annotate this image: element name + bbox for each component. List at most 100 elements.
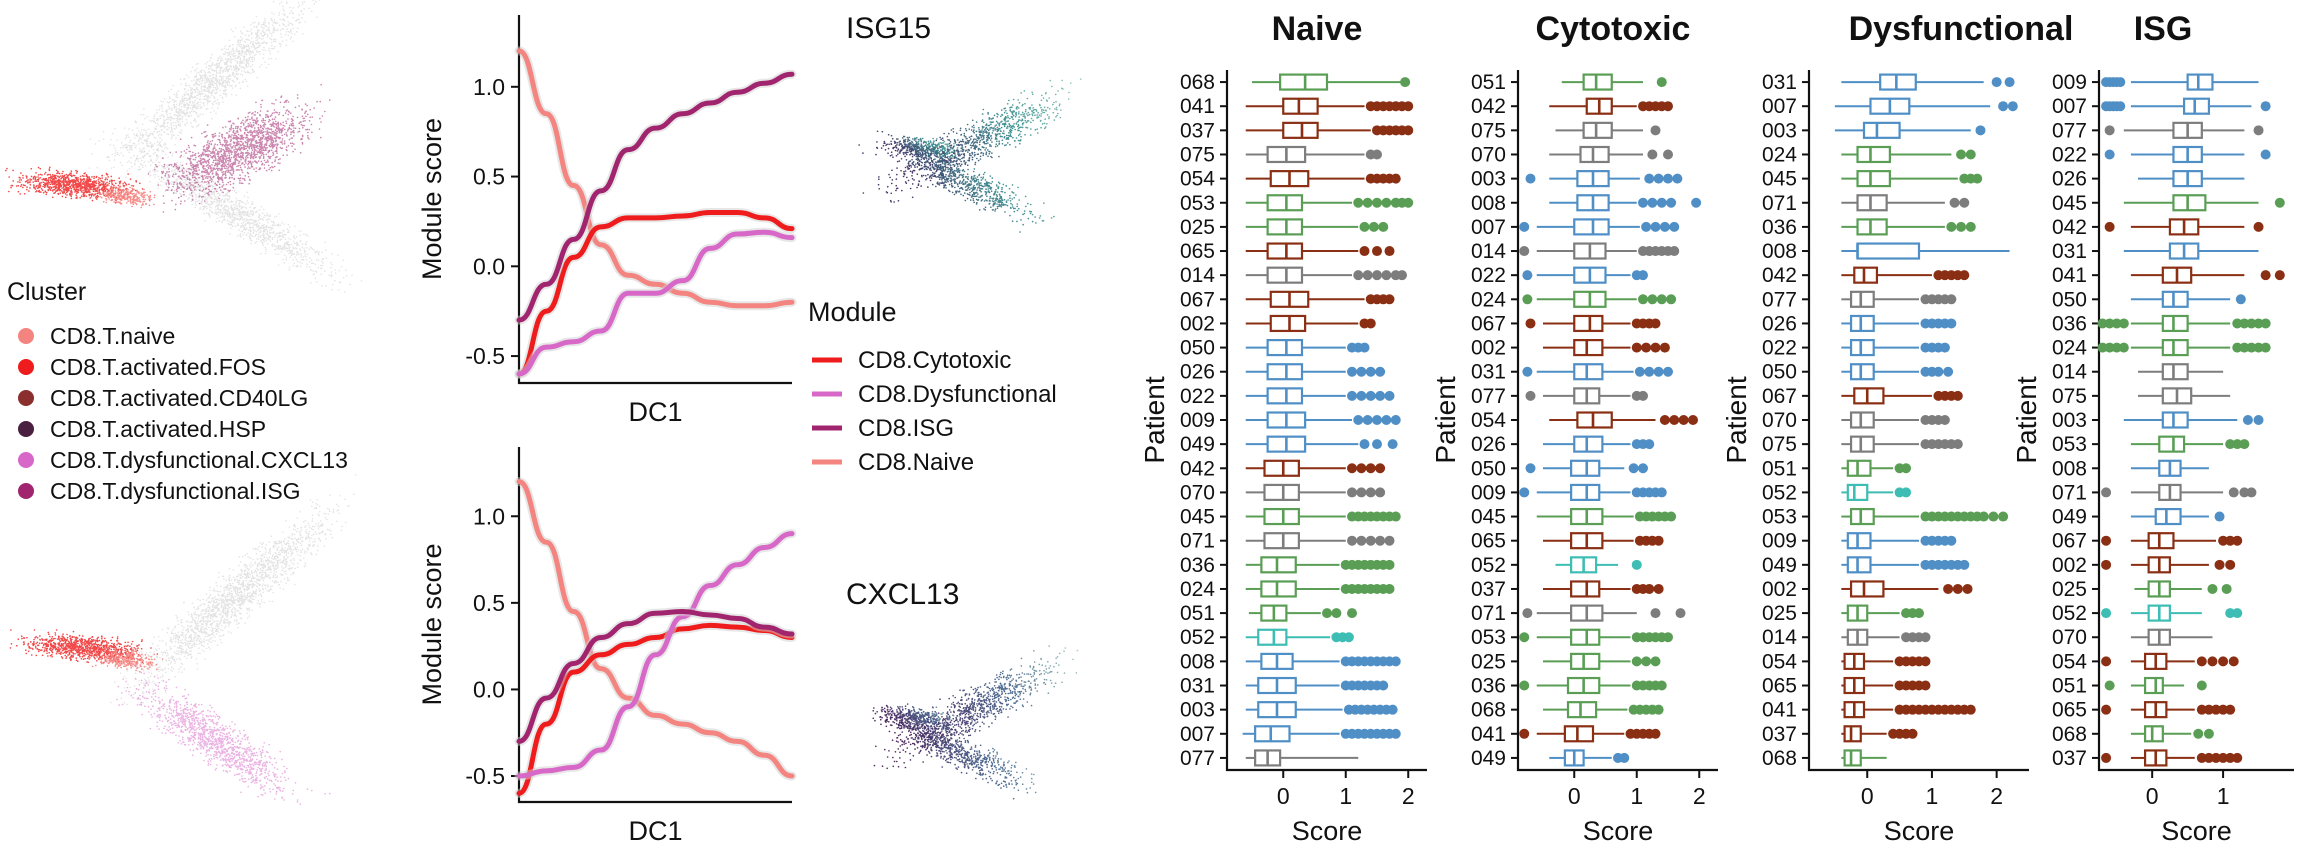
patient-label: 037 <box>1471 578 1506 601</box>
isg15-cells-lower-dots <box>858 130 1055 233</box>
outlier-point <box>1356 390 1367 401</box>
outlier-point <box>2239 342 2250 353</box>
outlier-point <box>2239 487 2250 498</box>
naive-cluster-cells <box>88 647 164 673</box>
box-iqr <box>1573 339 1604 357</box>
cluster-legend-label: CD8.T.naive <box>50 323 175 349</box>
outlier-point <box>1663 632 1673 643</box>
box-row-003: 003 <box>1471 168 1683 191</box>
patient-label: 009 <box>1180 409 1215 432</box>
outlier-point <box>1988 511 1999 522</box>
x-axis-label: DC1 <box>628 816 682 846</box>
patient-label: 054 <box>1471 409 1506 432</box>
patient-label: 037 <box>1180 119 1215 142</box>
box-row-026: 026 <box>1762 312 1957 335</box>
outlier-point <box>1656 77 1667 88</box>
module-legend-title: Module <box>808 297 897 327</box>
outlier-point <box>1901 463 1912 474</box>
outlier-point <box>1384 535 1395 546</box>
outlier-point <box>1365 318 1376 329</box>
outlier-point <box>1653 366 1664 377</box>
box-row-008: 008 <box>1180 650 1401 673</box>
outlier-point <box>1644 439 1655 450</box>
box-iqr <box>1573 218 1610 236</box>
box-iqr <box>2154 507 2182 526</box>
outlier-point <box>1949 197 1960 208</box>
box-row-036: 036 <box>1180 554 1395 577</box>
patient-label: 075 <box>1762 433 1797 456</box>
patient-label: 007 <box>1180 723 1215 746</box>
panel-title: Cytotoxic <box>1536 10 1691 48</box>
patient-label: 042 <box>1762 264 1797 287</box>
series-line-2 <box>516 229 795 377</box>
box-iqr <box>1257 628 1288 646</box>
box-row-053: 053 <box>2052 433 2250 456</box>
outlier-point <box>1669 415 1680 425</box>
isg15-cells-lower <box>858 130 1055 233</box>
outlier-point <box>1641 221 1652 232</box>
box-iqr <box>1570 580 1601 598</box>
box-row-036: 036 <box>1762 216 1976 239</box>
box-row-065: 065 <box>1471 530 1664 553</box>
box-row-070: 070 <box>1762 409 1950 432</box>
outlier-point <box>1638 463 1648 474</box>
outlier-point <box>1965 149 1976 160</box>
outlier-point <box>2196 680 2207 691</box>
patient-label: 041 <box>1762 699 1797 722</box>
patient-label: 025 <box>1762 602 1797 625</box>
outlier-point <box>1390 511 1401 522</box>
module-legend-label: CD8.Naive <box>858 449 974 476</box>
box-row-070: 070 <box>1471 143 1673 166</box>
box-iqr <box>1260 556 1297 574</box>
patient-label: 049 <box>2052 506 2087 529</box>
outlier-point <box>2228 487 2239 498</box>
outlier-point <box>1647 294 1658 305</box>
module-score-chart-bottom: -0.5 0.0 0.5 1.0 DC1 Module score <box>417 447 797 846</box>
cxcl13-cells-lower <box>872 704 1037 800</box>
patient-label: 067 <box>1180 288 1215 311</box>
box-iqr <box>1849 580 1885 598</box>
box-row-077: 077 <box>1471 385 1648 408</box>
outlier-point <box>1397 270 1407 281</box>
axis-lines <box>517 447 792 804</box>
box-row-052: 052 <box>1471 554 1642 577</box>
patient-label: 068 <box>2052 723 2087 746</box>
outlier-point <box>2225 559 2236 570</box>
cluster-legend-swatch <box>18 390 34 406</box>
outlier-point <box>2104 318 2115 329</box>
outlier-point <box>1362 415 1373 425</box>
y-axis-label: Patient <box>1139 376 1170 463</box>
box-row-037: 037 <box>2052 747 2243 770</box>
outlier-point <box>1525 173 1536 184</box>
patient-label: 045 <box>1762 168 1797 191</box>
box-iqr <box>1279 73 1329 91</box>
patient-label: 075 <box>1471 119 1506 142</box>
box-iqr <box>1849 290 1875 308</box>
box-row-031: 031 <box>1180 675 1389 698</box>
box-row-041: 041 <box>2052 264 2285 287</box>
outlier-point <box>1650 728 1661 739</box>
box-row-068: 068 <box>1471 699 1664 722</box>
patient-label: 052 <box>1762 481 1797 504</box>
outlier-point <box>2232 342 2243 353</box>
x-axis-label: Score <box>1292 816 1363 846</box>
box-row-052: 052 <box>1762 481 1912 504</box>
outlier-point <box>2232 752 2243 763</box>
box-row-031: 031 <box>1762 71 2015 94</box>
box-row-002: 002 <box>1180 312 1376 335</box>
box-iqr <box>1582 121 1613 139</box>
outlier-point <box>1656 197 1667 208</box>
box-iqr <box>1282 121 1319 139</box>
patient-label: 041 <box>2052 264 2087 287</box>
box-row-007: 007 <box>1180 723 1401 746</box>
patient-label: 050 <box>1762 361 1797 384</box>
box-iqr <box>1846 483 1869 501</box>
patient-label: 045 <box>1180 506 1215 529</box>
patient-label: 075 <box>2052 385 2087 408</box>
outlier-point <box>1359 342 1370 353</box>
box-row-053: 053 <box>1471 626 1673 649</box>
box-row-025: 025 <box>1180 216 1389 239</box>
outlier-point <box>1519 246 1530 257</box>
outlier-point <box>2246 342 2257 353</box>
